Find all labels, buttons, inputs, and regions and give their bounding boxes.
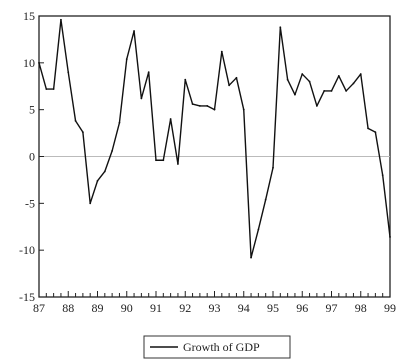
y-axis: -15 -10 -5 0 5 10 15	[19, 9, 44, 304]
data-point	[125, 58, 128, 60]
data-point	[155, 159, 157, 162]
data-point	[235, 76, 238, 79]
data-point	[330, 90, 333, 92]
data-point	[279, 26, 282, 29]
data-point	[45, 88, 48, 90]
data-point	[191, 103, 194, 105]
data-point	[359, 73, 362, 75]
data-point	[103, 170, 106, 173]
data-point	[308, 80, 311, 83]
data-point	[286, 78, 289, 81]
y-tick-label: 5	[29, 103, 35, 117]
x-tick-label: 93	[209, 301, 221, 315]
x-tick-label: 99	[384, 301, 396, 315]
data-point	[345, 90, 348, 92]
x-tick-label: 90	[121, 301, 133, 315]
legend: Growth of GDP	[143, 335, 291, 359]
y-tick-label: 0	[29, 150, 35, 164]
x-tick-label: 96	[296, 301, 308, 315]
data-point	[206, 105, 209, 107]
data-point	[337, 75, 340, 77]
data-point	[147, 71, 150, 74]
y-tick-label: -15	[19, 290, 35, 304]
x-tick-label: 94	[238, 301, 250, 315]
data-point	[374, 131, 377, 134]
y-tick-label: -10	[19, 243, 35, 257]
data-point	[242, 108, 245, 111]
data-point	[352, 82, 355, 85]
data-point	[184, 78, 187, 81]
data-point	[323, 90, 326, 92]
data-points	[38, 18, 391, 259]
y-tick-label: 15	[23, 9, 35, 23]
data-point	[228, 84, 231, 87]
y-tick-label: 10	[23, 56, 35, 70]
x-tick-label: 92	[179, 301, 191, 315]
data-point	[169, 118, 172, 120]
data-point	[52, 88, 55, 90]
data-point	[220, 50, 223, 53]
data-point	[367, 127, 369, 130]
data-point	[198, 105, 201, 107]
data-point	[301, 73, 304, 75]
data-point	[264, 198, 267, 201]
x-tick-label: 88	[62, 301, 74, 315]
data-point	[133, 30, 135, 32]
x-tick-label: 87	[33, 301, 45, 315]
data-point	[67, 71, 70, 74]
data-point	[177, 163, 179, 165]
x-tick-label: 97	[326, 301, 338, 315]
y-tick-label: -5	[25, 196, 35, 210]
x-tick-label: 89	[92, 301, 104, 315]
data-point	[89, 202, 92, 205]
data-point	[74, 120, 77, 122]
x-tick-label: 98	[355, 301, 367, 315]
data-point	[213, 108, 216, 111]
x-axis: 87 88 89 90 91 92 93 94 95 96 97 98 99	[33, 291, 396, 315]
data-point	[315, 105, 318, 107]
data-point	[257, 228, 260, 231]
series-line-growth-of-gdp	[38, 19, 391, 259]
data-point	[272, 166, 274, 169]
x-tick-label: 95	[267, 301, 279, 315]
data-point	[60, 18, 62, 21]
data-point	[111, 149, 114, 152]
data-point	[81, 131, 84, 134]
data-point	[162, 159, 165, 162]
data-point	[381, 174, 384, 177]
legend-box	[143, 335, 291, 359]
data-point	[389, 236, 391, 238]
data-point	[250, 256, 252, 259]
data-point	[96, 179, 99, 182]
legend-label: Growth of GDP	[183, 340, 260, 354]
data-point	[294, 93, 296, 96]
x-tick-label: 91	[150, 301, 162, 315]
data-point	[140, 97, 143, 100]
data-point	[118, 121, 121, 124]
data-point	[38, 61, 40, 64]
